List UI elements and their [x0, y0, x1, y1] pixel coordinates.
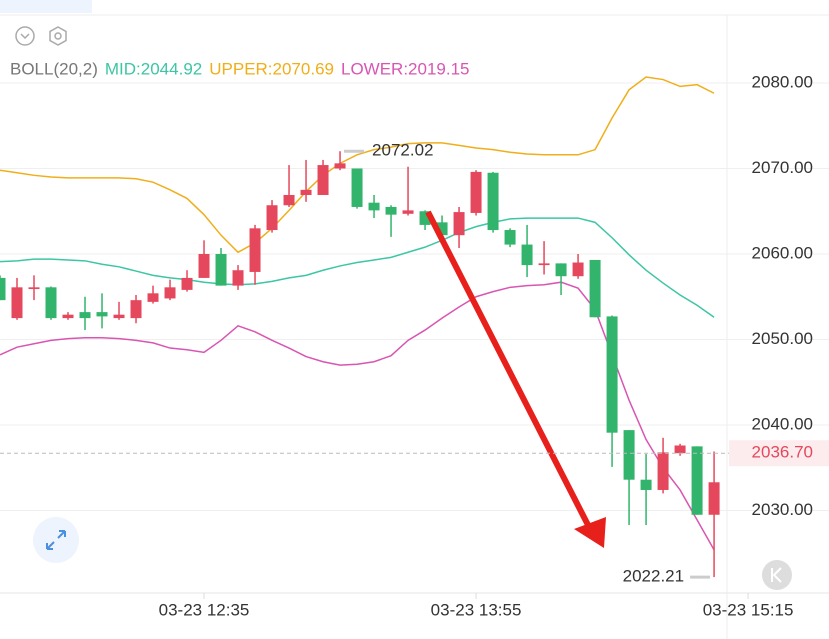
- indicator-name: BOLL(20,2): [10, 59, 98, 78]
- plot-area: [0, 76, 720, 578]
- candle-body: [300, 189, 312, 195]
- candle-body: [96, 312, 108, 317]
- candle-body: [147, 293, 159, 302]
- candle-body: [113, 314, 125, 319]
- toggle-icon[interactable]: [15, 26, 35, 46]
- min-label: 2022.21: [623, 567, 684, 586]
- x-tick-label: 03-23 13:55: [431, 600, 522, 619]
- settings-icon[interactable]: [49, 26, 67, 46]
- candle-body: [317, 165, 329, 195]
- candle-body: [385, 206, 397, 215]
- y-tick-label: 2040.00: [752, 414, 813, 433]
- candle-body: [215, 253, 227, 286]
- candle-body: [555, 263, 567, 277]
- candle-body: [691, 446, 703, 515]
- trend-arrow: [425, 210, 606, 548]
- top-tab[interactable]: [0, 0, 92, 13]
- candle-body: [0, 277, 6, 301]
- legend-entry: UPPER:2070.69: [209, 59, 334, 78]
- candle-body: [368, 202, 380, 211]
- candle-body: [130, 300, 142, 319]
- y-tick-label: 2030.00: [752, 500, 813, 519]
- candle-body: [62, 314, 74, 319]
- candle-body: [11, 287, 23, 319]
- legend-entry: LOWER:2019.15: [341, 59, 470, 78]
- candle-body: [623, 430, 635, 480]
- max-label: 2072.02: [372, 141, 433, 160]
- last-price-label: 2036.70: [752, 443, 813, 462]
- candle-body: [470, 171, 482, 213]
- candle-body: [351, 168, 363, 207]
- candle-body: [181, 277, 193, 290]
- expand-button[interactable]: [33, 517, 79, 563]
- boll-line: [0, 217, 715, 318]
- candle-body: [283, 194, 295, 206]
- candle-body: [79, 312, 91, 319]
- candle-body: [453, 212, 465, 236]
- x-tick-label: 03-23 15:15: [703, 600, 794, 619]
- boll-line: [0, 76, 715, 254]
- candle-body: [572, 262, 584, 277]
- candle-body: [28, 287, 40, 290]
- candle-body: [164, 287, 176, 299]
- candle-body: [521, 244, 533, 266]
- candle-body: [334, 163, 346, 169]
- y-tick-label: 2050.00: [752, 329, 813, 348]
- y-tick-label: 2070.00: [752, 158, 813, 177]
- scroll-latest-button[interactable]: [762, 560, 792, 590]
- candle-body: [45, 287, 57, 319]
- candle-body: [249, 228, 261, 272]
- candle-body: [657, 452, 669, 490]
- candle-body: [640, 479, 652, 490]
- x-tick-label: 03-23 12:35: [159, 600, 250, 619]
- candle-body: [266, 205, 278, 231]
- candle-body: [589, 259, 601, 318]
- candle-body: [504, 230, 516, 245]
- legend-entry: MID:2044.92: [105, 59, 202, 78]
- candle-body: [487, 172, 499, 231]
- candle-body: [674, 445, 686, 454]
- candle-body: [708, 482, 720, 515]
- candle-body: [232, 270, 244, 286]
- indicator-legend: BOLL(20,2) MID:2044.92 UPPER:2070.69 LOWER…: [10, 59, 470, 78]
- y-tick-label: 2080.00: [752, 72, 813, 91]
- candle-body: [436, 222, 448, 236]
- candle-body: [198, 253, 210, 278]
- last-price-box: [729, 440, 829, 467]
- candle-body: [402, 210, 414, 214]
- candle-body: [606, 316, 618, 433]
- candle-body: [419, 211, 431, 225]
- candle-body: [538, 263, 550, 266]
- y-tick-label: 2060.00: [752, 243, 813, 262]
